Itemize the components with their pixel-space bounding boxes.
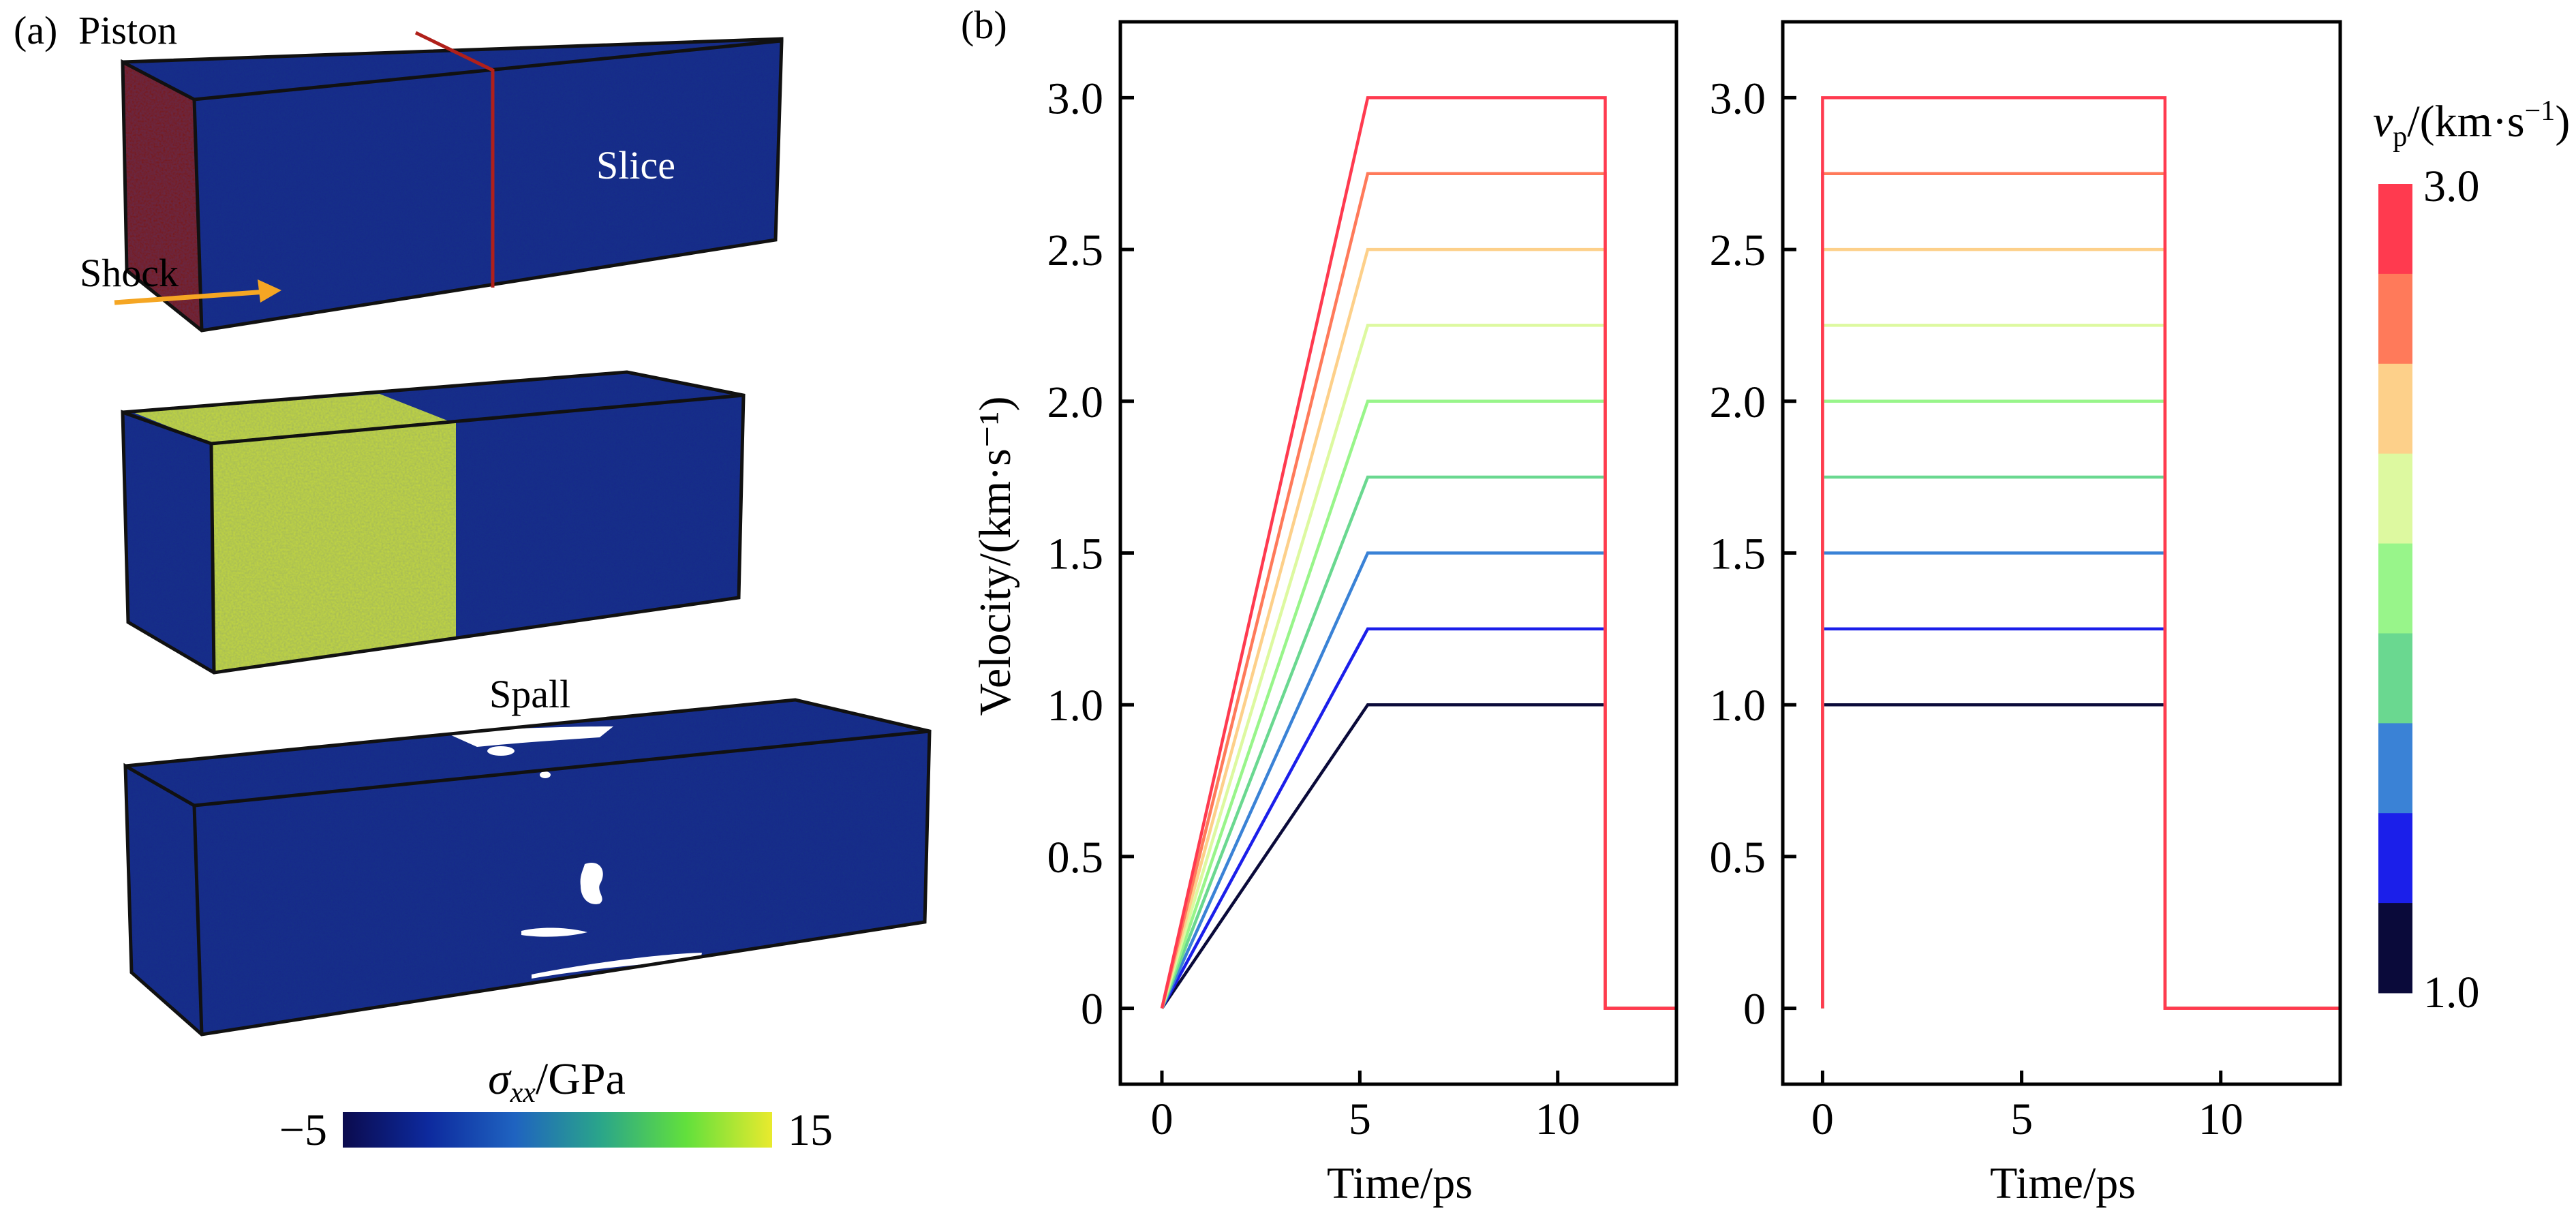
series-line-vp-1 <box>1821 703 2340 1010</box>
legend-band <box>2378 903 2412 994</box>
y-tick-label: 0 <box>1081 985 1103 1034</box>
piston-face <box>123 62 202 331</box>
series-line-vp-1.25 <box>1161 627 1676 1010</box>
stress-colorbar-title: σxx/GPa <box>488 1054 626 1109</box>
box2-left-face <box>123 412 214 673</box>
slice-line <box>414 31 495 288</box>
legend-band <box>2378 633 2412 724</box>
x-tick-label: 5 <box>2010 1094 2033 1144</box>
y-tick-label: 1.5 <box>1047 529 1104 579</box>
y-tick-label: 1.0 <box>1047 681 1104 731</box>
legend-colorbar <box>2378 184 2412 994</box>
stress-colorbar-min: −5 <box>279 1105 327 1155</box>
series-line-vp-3 <box>1821 96 2340 1010</box>
series-line-vp-2.25 <box>1821 324 2340 1010</box>
panel-b-label: (b) <box>961 3 1007 47</box>
panel-a-label: (a) <box>14 8 57 52</box>
chart-linear-ramp: 0 0.5 1.0 1.5 2.0 2.5 3.0 0 5 10 Time/ps <box>1047 20 1678 1208</box>
y-tick-label: 0.5 <box>1710 833 1766 882</box>
box3-edge <box>192 805 204 1035</box>
legend-band <box>2378 453 2412 544</box>
x-tick-label: 5 <box>1349 1094 1371 1144</box>
spall-voids <box>450 726 702 979</box>
box3-front-face <box>194 731 930 1034</box>
box1-front-face <box>194 41 782 331</box>
y-tick-label: 1.0 <box>1710 681 1766 731</box>
y-tick-label: 3.0 <box>1710 74 1766 123</box>
legend-band <box>2378 813 2412 904</box>
x-tick-label: 10 <box>1535 1094 1580 1144</box>
y-tick-label: 0.5 <box>1047 833 1104 882</box>
stress-colorbar-max: 15 <box>788 1105 833 1155</box>
y-tick-label: 2.0 <box>1047 378 1104 427</box>
slice-label: Slice <box>596 143 675 187</box>
legend-band <box>2378 363 2412 455</box>
legend-min-label: 1.0 <box>2423 968 2480 1017</box>
x-tick-label: 10 <box>2198 1094 2243 1144</box>
legend-title: vp/(km·s−1) <box>2373 95 2570 153</box>
box3-left-face <box>125 766 202 1034</box>
chart-step: 0 0.5 1.0 1.5 2.0 2.5 3.0 0 5 10 Time/ps <box>1710 20 2342 1208</box>
sample-box-shocked <box>123 372 743 673</box>
sample-box-initial <box>123 39 782 331</box>
legend-band <box>2378 543 2412 634</box>
legend-band <box>2378 273 2412 365</box>
shock-arrow-icon <box>114 279 281 305</box>
series-line-vp-1.75 <box>1160 475 1676 1010</box>
series-line-vp-1.75 <box>1821 475 2340 1010</box>
x-tick-label: 0 <box>1150 1094 1173 1144</box>
y-tick-label: 2.5 <box>1047 226 1104 275</box>
y-tick-label: 1.5 <box>1710 529 1766 579</box>
series-line-vp-2.75 <box>1821 172 2340 1010</box>
x-tick-label: 0 <box>1811 1094 1834 1144</box>
panel-a: (a) Piston Slice Shock Spall <box>14 8 932 1155</box>
box2-edge <box>209 443 216 673</box>
stress-colorbar <box>343 1112 772 1148</box>
spall-label: Spall <box>489 672 570 716</box>
series-line-vp-2.75 <box>1160 172 1676 1010</box>
panel-b: (b) Velocity/(km·s⁻¹) 0 0.5 1.0 1.5 2.0 2.5 3.… <box>961 3 2570 1208</box>
y-tick-label: 3.0 <box>1047 74 1104 123</box>
box1-edge <box>192 99 204 331</box>
x-axis-label: Time/ps <box>1990 1158 2136 1208</box>
box2-front-shocked <box>211 423 456 673</box>
legend-band <box>2378 723 2412 814</box>
series-line-vp-3 <box>1160 96 1676 1010</box>
series-line-vp-1.25 <box>1821 627 2340 1010</box>
y-tick-label: 2.0 <box>1710 378 1766 427</box>
y-axis-label: Velocity/(km·s⁻¹) <box>970 397 1020 716</box>
series-line-vp-1.5 <box>1821 551 2340 1010</box>
sample-box-spall <box>125 700 930 1034</box>
piston-label: Piston <box>78 8 177 52</box>
y-tick-label: 2.5 <box>1710 226 1766 275</box>
shock-label: Shock <box>80 251 179 295</box>
box1-top-face <box>123 39 782 99</box>
legend-band <box>2378 184 2412 275</box>
legend-max-label: 3.0 <box>2423 162 2480 211</box>
x-axis-label: Time/ps <box>1327 1158 1473 1208</box>
y-tick-label: 0 <box>1743 985 1766 1034</box>
box3-top-face <box>125 700 930 805</box>
